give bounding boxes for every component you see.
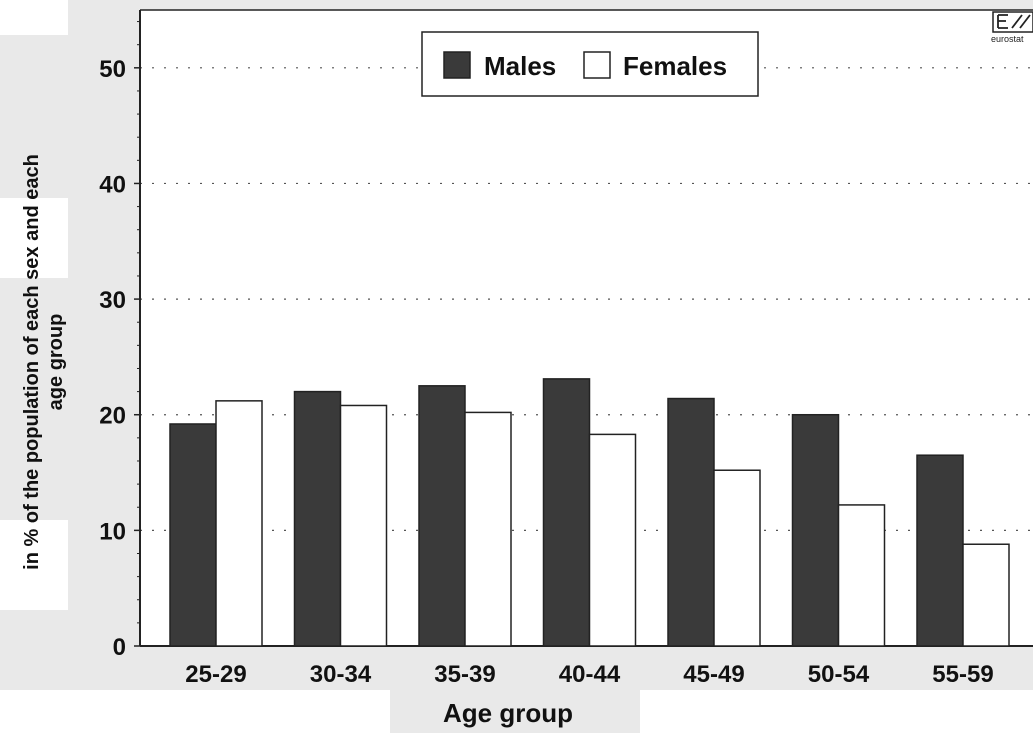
x-axis-title: Age group	[443, 698, 573, 728]
x-tick-label: 30-34	[310, 661, 372, 688]
legend-swatch-females	[583, 51, 611, 79]
bar-females-35-39	[464, 411, 512, 647]
x-tick-label: 40-44	[559, 661, 621, 688]
bar-females-40-44	[588, 433, 637, 647]
bar-females-55-59	[962, 543, 1010, 647]
x-tick-label: 50-54	[808, 661, 870, 688]
bar-males-45-49	[667, 397, 715, 647]
bar-females-30-34	[339, 404, 388, 647]
logo-text: eurostat	[991, 34, 1024, 44]
eurostat-logo: eurostat	[991, 11, 1033, 44]
bar-males-40-44	[542, 378, 591, 647]
y-tick-label: 10	[99, 518, 126, 545]
y-tick-label: 40	[99, 171, 126, 198]
background-block	[0, 198, 68, 278]
y-axis-title-line-2: age group	[45, 314, 67, 411]
bar-males-30-34	[293, 390, 342, 647]
background-block	[0, 0, 68, 35]
bar-females-50-54	[837, 504, 886, 647]
x-tick-label: 45-49	[683, 661, 744, 688]
legend: Males Females	[421, 31, 759, 97]
bar-males-35-39	[418, 385, 466, 647]
bar-females-25-29	[215, 400, 263, 647]
background-block	[0, 690, 390, 733]
bars	[169, 378, 1010, 647]
x-tick-label: 25-29	[185, 661, 246, 688]
x-tick-label: 55-59	[932, 661, 993, 688]
y-tick-label: 50	[99, 56, 126, 83]
y-axis-ticks: 0 10 20 30 40 50	[99, 21, 140, 661]
bar-males-55-59	[916, 454, 964, 647]
background-block	[640, 690, 1033, 733]
logo-frame	[992, 11, 1033, 33]
x-axis-ticks: 25-29 30-34 35-39 40-44 45-49 50-54 55-59	[185, 661, 993, 688]
y-tick-label: 0	[113, 634, 126, 661]
bar-females-45-49	[713, 469, 761, 647]
logo-mark-icon	[997, 14, 1031, 29]
legend-label-males: Males	[484, 51, 556, 81]
bar-males-25-29	[169, 423, 217, 647]
background-block	[0, 520, 68, 610]
bar-males-50-54	[791, 413, 840, 647]
y-axis-title-line-1: in % of the population of each sex and e…	[21, 154, 43, 570]
y-tick-label: 20	[99, 403, 126, 430]
y-tick-label: 30	[99, 287, 126, 314]
x-tick-label: 35-39	[434, 661, 495, 688]
legend-label-females: Females	[623, 51, 727, 81]
legend-swatch-males	[443, 51, 471, 79]
